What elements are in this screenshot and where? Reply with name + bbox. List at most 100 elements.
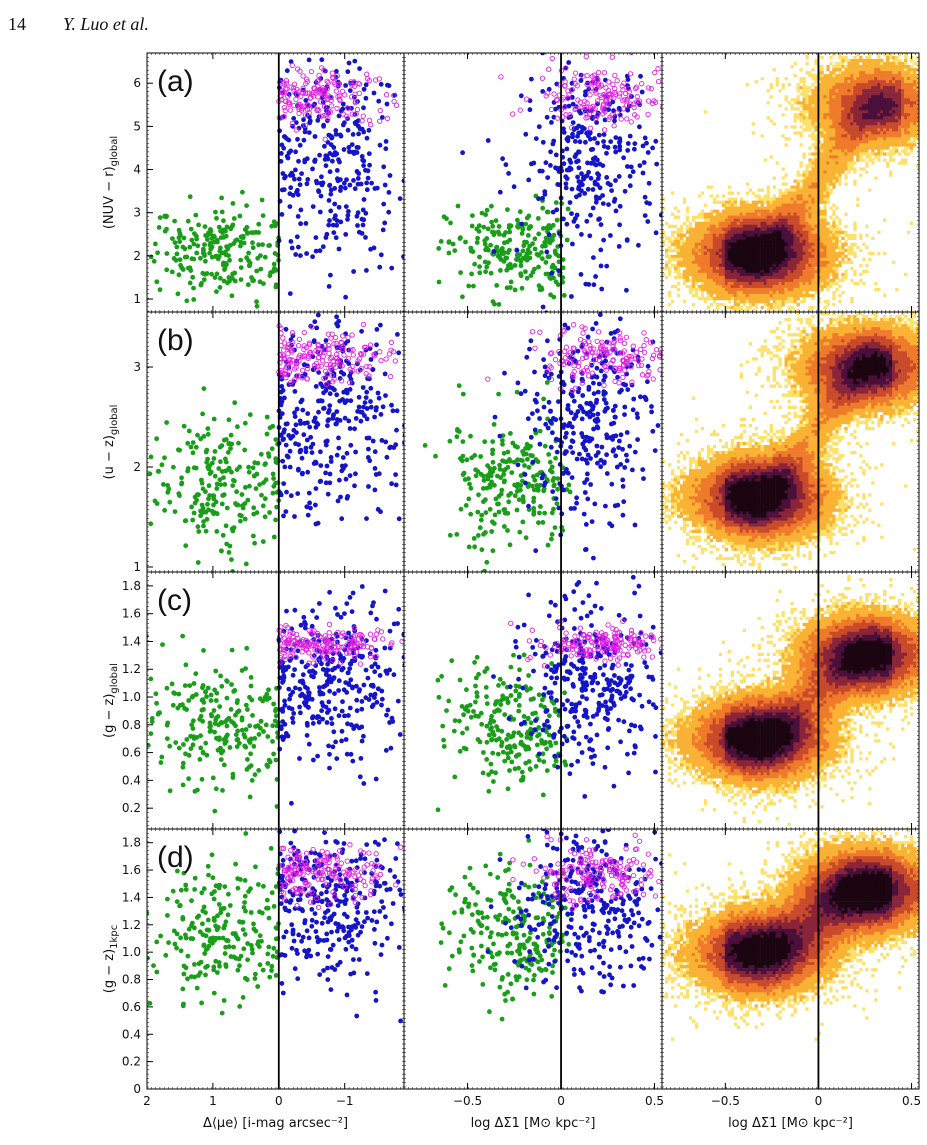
density-cell — [730, 275, 734, 280]
density-cell — [694, 275, 699, 280]
point-green — [187, 244, 193, 250]
density-cell — [748, 212, 752, 216]
point-magenta — [649, 100, 656, 107]
density-cell — [823, 155, 827, 159]
density-cell — [844, 107, 848, 111]
density-cell — [781, 191, 785, 195]
density-cell — [727, 281, 731, 286]
density-cell — [751, 236, 755, 240]
point-blue — [540, 195, 545, 201]
density-cell — [790, 104, 794, 108]
point-blue — [576, 184, 582, 190]
density-cell — [763, 263, 767, 268]
density-cell — [736, 309, 740, 312]
point-blue — [279, 212, 285, 217]
density-cell — [757, 212, 761, 216]
point-blue — [572, 139, 578, 144]
density-cell — [775, 248, 779, 253]
density-cell — [688, 224, 693, 228]
density-cell — [745, 212, 749, 216]
point-magenta — [393, 102, 400, 108]
point-magenta — [593, 90, 599, 96]
density-cell — [847, 125, 851, 129]
density-cell — [826, 152, 830, 156]
density-cell — [796, 230, 800, 234]
point-magenta — [339, 88, 346, 95]
density-cell — [665, 236, 669, 240]
density-cell — [799, 179, 803, 183]
density-cell — [697, 287, 702, 292]
point-blue — [356, 229, 362, 235]
density-cell — [853, 98, 857, 102]
density-cell — [671, 263, 675, 268]
density-cell — [853, 68, 857, 72]
density-cell — [775, 300, 779, 304]
density-cell — [775, 272, 779, 277]
point-blue — [561, 216, 566, 222]
density-cell — [694, 290, 699, 295]
density-cell — [856, 104, 860, 108]
point-green — [542, 242, 548, 248]
density-cell — [665, 260, 669, 265]
point-blue — [604, 150, 609, 156]
density-cell — [700, 257, 705, 262]
density-cell — [697, 248, 702, 253]
density-cell — [679, 263, 684, 268]
density-cell — [835, 119, 839, 123]
density-cell — [808, 248, 812, 253]
density-cell — [700, 281, 705, 286]
point-blue — [346, 145, 352, 150]
density-cell — [820, 197, 824, 201]
density-cell — [733, 218, 737, 222]
point-green — [519, 231, 525, 236]
point-green — [549, 264, 555, 270]
density-cell — [841, 77, 845, 81]
point-green — [490, 223, 496, 229]
density-cell — [820, 200, 824, 204]
density-cell — [880, 110, 884, 114]
density-cell — [847, 95, 851, 99]
density-cell — [662, 239, 666, 243]
point-blue — [611, 108, 616, 113]
density-cell — [877, 137, 881, 141]
density-cell — [847, 104, 851, 108]
density-cell — [808, 134, 812, 138]
density-cell — [700, 251, 705, 256]
density-cell — [715, 239, 720, 243]
density-cell — [859, 143, 863, 147]
point-blue — [570, 120, 576, 125]
density-cell — [820, 212, 824, 216]
point-magenta — [548, 106, 555, 113]
density-cell — [754, 296, 758, 301]
density-cell — [829, 119, 833, 123]
density-cell — [787, 296, 791, 301]
point-blue — [294, 234, 300, 240]
point-green — [272, 266, 277, 271]
density-cell — [778, 293, 782, 298]
density-cell — [847, 167, 851, 171]
density-cell — [832, 239, 836, 243]
density-cell — [877, 131, 881, 135]
density-cell — [742, 206, 746, 210]
density-cell — [781, 215, 785, 219]
density-cell — [820, 143, 824, 147]
density-cell — [826, 173, 830, 177]
density-cell — [724, 239, 729, 243]
density-cell — [814, 230, 818, 234]
density-cell — [802, 176, 806, 180]
density-cell — [739, 206, 743, 210]
density-cell — [703, 110, 708, 114]
density-cell — [838, 152, 842, 156]
density-cell — [736, 287, 740, 292]
density-cell — [718, 212, 723, 216]
density-cell — [832, 173, 836, 177]
density-cell — [718, 245, 723, 249]
density-cell — [769, 83, 773, 87]
density-cell — [811, 95, 815, 99]
point-blue — [330, 158, 335, 164]
point-blue — [576, 130, 582, 136]
point-magenta — [603, 85, 609, 91]
density-cell — [772, 284, 776, 289]
point-green — [240, 189, 245, 195]
point-green — [192, 231, 197, 237]
